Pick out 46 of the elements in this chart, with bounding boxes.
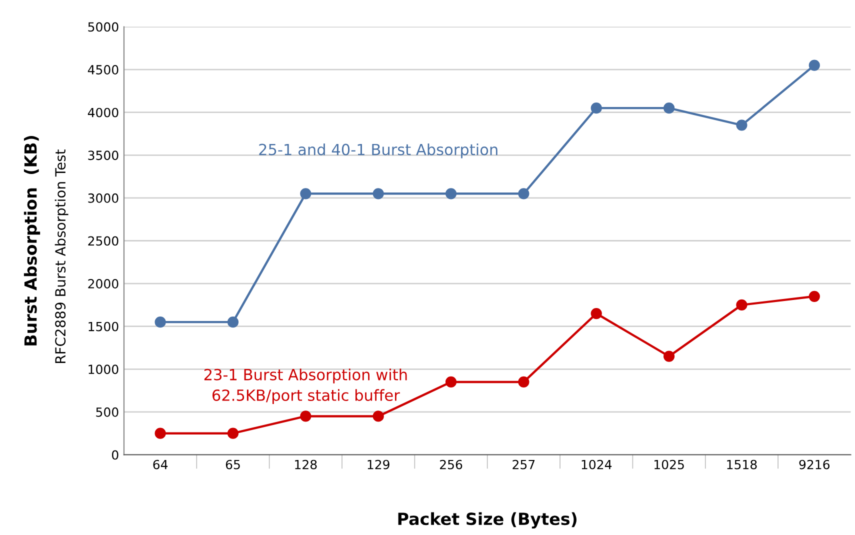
y-tick-label: 3500 — [88, 150, 118, 160]
point — [808, 60, 820, 71]
x-tick-label: 1518 — [727, 460, 757, 470]
x-tick-label: 129 — [368, 460, 390, 470]
point — [372, 188, 384, 200]
point — [372, 410, 384, 422]
point — [590, 102, 602, 114]
point — [518, 376, 530, 388]
x-tick-label: 128 — [295, 460, 317, 470]
annotation: 23-1 Burst Absorption with 62.5KB/port static buffer — [204, 368, 407, 404]
x-axis-title: Packet Size (Bytes) — [398, 512, 576, 529]
x-tick-label: 64 — [153, 460, 168, 470]
point — [518, 188, 530, 200]
y-tick-label: 4000 — [88, 108, 118, 118]
point — [736, 299, 748, 311]
y-tick-label: 500 — [96, 407, 118, 417]
y-tick-label: 5000 — [88, 22, 118, 32]
y-tick-label: 0 — [112, 450, 118, 460]
point — [227, 428, 239, 439]
annotation: 25-1 and 40-1 Burst Absorption — [259, 143, 498, 158]
x-tick-label: 1024 — [582, 460, 612, 470]
x-tick-label: 257 — [512, 460, 535, 470]
x-tick-label: 9216 — [799, 460, 830, 470]
point — [300, 188, 312, 200]
y-axis-title: Burst Absorption (KB) — [24, 136, 40, 346]
point — [227, 316, 239, 328]
point — [445, 376, 457, 388]
x-tick-label: 1025 — [654, 460, 684, 470]
text: RFC2889 Burst Absorption Test — [54, 150, 68, 364]
y-tick-label: 1500 — [88, 322, 118, 332]
point — [663, 350, 675, 362]
y-tick-label: 4500 — [88, 65, 118, 74]
y-tick-label: 1000 — [88, 364, 118, 374]
y-tick-label: 2500 — [88, 236, 118, 246]
point — [154, 316, 166, 328]
point — [154, 428, 166, 439]
point — [300, 410, 312, 422]
point — [808, 290, 820, 302]
point — [590, 308, 602, 320]
point — [445, 188, 457, 200]
point — [736, 120, 748, 131]
point — [663, 102, 675, 114]
x-tick-label: 256 — [440, 460, 462, 470]
y-tick-label: 2000 — [88, 279, 118, 288]
x-tick-label: 65 — [226, 460, 240, 470]
y-tick-label: 3000 — [88, 193, 118, 203]
